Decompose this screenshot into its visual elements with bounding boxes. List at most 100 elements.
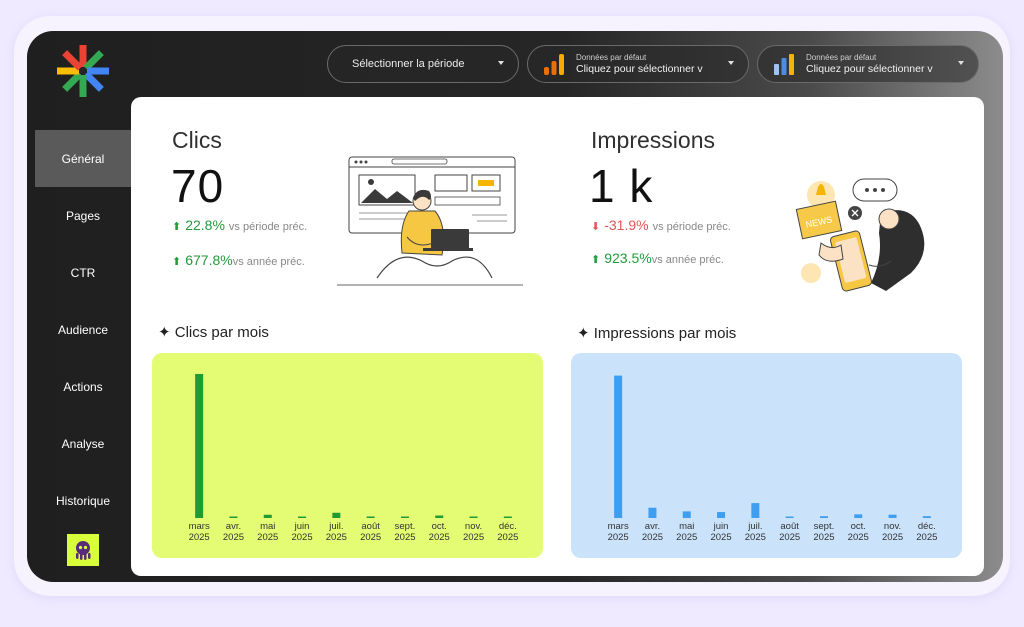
impressions-bar-2 bbox=[682, 511, 691, 518]
delta-label: vs année préc. bbox=[232, 256, 305, 268]
clicks-bar-7 bbox=[435, 515, 444, 518]
impressions-tick-label-1-0: avr. bbox=[645, 521, 660, 532]
clicks-tick-label-5-1: 2025 bbox=[360, 532, 381, 543]
clicks-tick-label-7-1: 2025 bbox=[429, 532, 450, 543]
main-panel: Clics 70 ⬆ 22.8% vs période préc. ⬆ 677.… bbox=[131, 97, 984, 576]
clicks-bar-4 bbox=[332, 512, 341, 518]
impressions-delta-period: ⬇ -31.9% vs période préc. bbox=[591, 217, 731, 233]
delta-value: -31.9% bbox=[604, 217, 649, 233]
sidebar-item-historique[interactable]: Historique bbox=[35, 472, 131, 529]
impressions-tick-label-0-0: mars bbox=[608, 521, 629, 532]
delta-value: 677.8% bbox=[185, 252, 233, 268]
clicks-bar-0 bbox=[195, 373, 204, 518]
impressions-bar-6 bbox=[819, 516, 828, 518]
impressions-chart-svg: mars2025avr.2025mai2025juin2025juil.2025… bbox=[608, 375, 937, 543]
delta-value: 923.5% bbox=[604, 250, 652, 266]
clicks-tick-label-1-0: avr. bbox=[226, 521, 241, 532]
impressions-bar-chart: mars 2025 avr. 2025 mai 2025 juin 2025 juil. 2025… bbox=[571, 353, 962, 558]
clicks-tick-label-3-0: juin bbox=[294, 521, 310, 532]
impressions-bar-0 bbox=[614, 375, 623, 518]
search-console-icon bbox=[774, 54, 794, 75]
impressions-tick-label-4-1: 2025 bbox=[745, 532, 766, 543]
sidebar-item-ctr[interactable]: CTR bbox=[35, 244, 131, 301]
sidebar-item-general[interactable]: Général bbox=[35, 130, 131, 187]
impressions-chart-title: ✦ Impressions par mois bbox=[577, 325, 737, 342]
clicks-title: Clics bbox=[172, 127, 222, 153]
sidebar-item-actions[interactable]: Actions bbox=[35, 358, 131, 415]
chevron-down-icon bbox=[728, 61, 734, 65]
impressions-tick-label-6-0: sept. bbox=[814, 521, 835, 532]
impressions-tick-label-7-1: 2025 bbox=[848, 532, 869, 543]
impressions-bar-1 bbox=[648, 507, 657, 518]
impressions-tick-label-1-1: 2025 bbox=[642, 532, 663, 543]
sidebar-item-label: Pages bbox=[65, 208, 101, 223]
news-phone-illustration: NEWS bbox=[795, 178, 925, 292]
impressions-tick-label-2-0: mai bbox=[679, 521, 694, 532]
impressions-bar-3 bbox=[717, 512, 726, 518]
data-source-caption: Données par défaut bbox=[576, 53, 647, 62]
impressions-tick-label-7-0: oct. bbox=[851, 521, 866, 532]
laptop-person-illustration bbox=[337, 156, 523, 286]
chevron-down-icon bbox=[498, 61, 504, 65]
delta-value: 22.8% bbox=[185, 217, 225, 233]
delta-label: vs période préc. bbox=[228, 221, 308, 233]
period-selector[interactable]: Sélectionner la période bbox=[327, 45, 519, 83]
clicks-bar-9 bbox=[503, 516, 512, 518]
impressions-value: 1 k bbox=[589, 160, 654, 212]
arrow-down-icon: ⬇ bbox=[591, 221, 601, 233]
clicks-tick-label-4-1: 2025 bbox=[326, 532, 347, 543]
sidebar-item-audience[interactable]: Audience bbox=[35, 301, 131, 358]
impressions-tick-label-6-1: 2025 bbox=[813, 532, 834, 543]
clicks-tick-label-1-1: 2025 bbox=[223, 532, 244, 543]
clicks-bar-3 bbox=[298, 516, 307, 518]
clicks-bar-6 bbox=[400, 516, 409, 518]
sidebar-item-label: Analyse bbox=[61, 436, 105, 451]
impressions-bar-7 bbox=[854, 514, 863, 518]
impressions-tick-label-4-0: juil. bbox=[747, 521, 762, 532]
brand-badge[interactable] bbox=[67, 534, 99, 566]
clicks-bar-2 bbox=[263, 514, 272, 518]
logo-icon bbox=[57, 45, 109, 97]
sidebar-item-analyse[interactable]: Analyse bbox=[35, 415, 131, 472]
clicks-chart-title: ✦ Clics par mois bbox=[158, 324, 269, 341]
clicks-bar-chart: mars 2025 avr. 2025 mai 2025 juin 2025 juil. 2025… bbox=[152, 353, 543, 558]
data-source-selector-2[interactable]: Données par défaut Cliquez pour sélectio… bbox=[757, 45, 979, 83]
clicks-tick-label-2-1: 2025 bbox=[257, 532, 278, 543]
sidebar-item-label: CTR bbox=[70, 265, 96, 280]
delta-label: vs période préc. bbox=[652, 221, 731, 233]
top-toolbar: Sélectionner la période Données par défa… bbox=[327, 45, 979, 83]
sidebar: Général Pages CTR Audience Actions Analy… bbox=[35, 130, 131, 529]
impressions-title: Impressions bbox=[591, 127, 715, 153]
clicks-bar-5 bbox=[366, 516, 375, 518]
clicks-bar-8 bbox=[469, 516, 478, 518]
impressions-bar-5 bbox=[785, 516, 794, 518]
clicks-tick-label-0-1: 2025 bbox=[189, 532, 210, 543]
impressions-tick-label-5-0: août bbox=[780, 521, 799, 532]
data-source-label: Cliquez pour sélectionner v bbox=[576, 62, 703, 75]
impressions-bar-9 bbox=[922, 516, 931, 518]
clicks-tick-label-3-1: 2025 bbox=[291, 532, 312, 543]
octopus-icon bbox=[76, 541, 91, 560]
clicks-tick-label-0-0: mars bbox=[189, 521, 210, 532]
arrow-up-icon: ⬆ bbox=[591, 254, 601, 266]
clicks-chart-svg: mars2025avr.2025mai2025juin2025juil.2025… bbox=[189, 373, 518, 543]
clicks-tick-label-9-1: 2025 bbox=[497, 532, 518, 543]
impressions-tick-label-0-1: 2025 bbox=[608, 532, 629, 543]
clicks-tick-label-7-0: oct. bbox=[432, 521, 447, 532]
clicks-tick-label-6-0: sept. bbox=[395, 521, 416, 532]
clicks-tick-label-5-0: août bbox=[361, 521, 380, 532]
bar-chart-icon bbox=[544, 54, 564, 75]
impressions-tick-label-2-1: 2025 bbox=[676, 532, 697, 543]
clicks-tick-label-4-0: juil. bbox=[328, 521, 343, 532]
sidebar-item-label: Général bbox=[61, 151, 105, 166]
arrow-up-icon: ⬆ bbox=[172, 221, 182, 233]
impressions-bar-8 bbox=[888, 514, 897, 518]
data-source-selector-1[interactable]: Données par défaut Cliquez pour sélectio… bbox=[527, 45, 749, 83]
dashboard-window: Sélectionner la période Données par défa… bbox=[27, 31, 1003, 582]
clicks-tick-label-8-0: nov. bbox=[465, 521, 482, 532]
arrow-up-icon: ⬆ bbox=[172, 256, 182, 268]
sidebar-item-label: Actions bbox=[63, 379, 103, 394]
impressions-tick-label-9-0: déc. bbox=[918, 521, 936, 532]
sidebar-item-pages[interactable]: Pages bbox=[35, 187, 131, 244]
impressions-delta-year: ⬆ 923.5% vs année préc. bbox=[591, 250, 724, 266]
